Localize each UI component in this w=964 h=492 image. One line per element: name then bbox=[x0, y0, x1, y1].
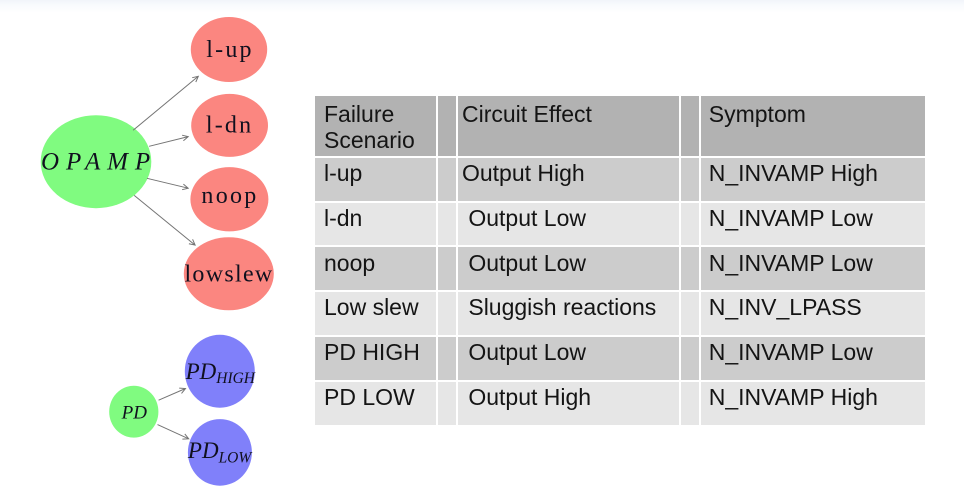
svg-text:PDHIGH: PDHIGH bbox=[185, 359, 256, 387]
svg-text:l-dn: l-dn bbox=[206, 112, 253, 138]
svg-text:l-up: l-up bbox=[206, 37, 253, 63]
svg-text:PDLOW: PDLOW bbox=[187, 438, 253, 466]
svg-text:noop: noop bbox=[201, 183, 258, 209]
svg-text:PD: PD bbox=[121, 403, 148, 424]
svg-text:lowslew: lowslew bbox=[184, 262, 273, 288]
svg-text:OPAMP: OPAMP bbox=[41, 148, 157, 175]
